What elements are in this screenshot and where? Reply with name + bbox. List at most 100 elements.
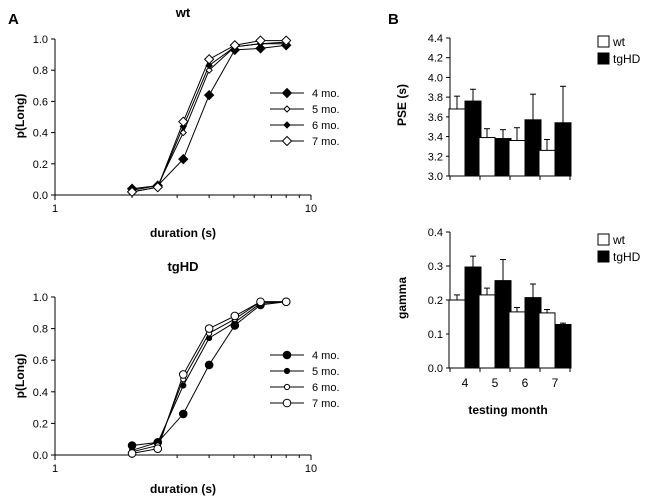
chart-wt-xlabel: duration (s) xyxy=(150,226,216,240)
c2-bar xyxy=(508,140,526,177)
c1-data-point xyxy=(230,311,240,321)
c1-legend-label: 4 mo. xyxy=(312,350,340,362)
c1-legend-marker xyxy=(282,398,292,408)
c3-bar xyxy=(478,294,496,369)
c2-bar xyxy=(524,119,542,177)
c0-legend-label: 7 mo. xyxy=(312,136,340,148)
chart-pse-ylabel: PSE (s) xyxy=(395,84,409,126)
c2-ytick-label: 4.4 xyxy=(428,33,443,45)
c0-data-point xyxy=(179,128,187,137)
c1-legend-label: 6 mo. xyxy=(312,382,340,394)
c3-ytick-label: 0.0 xyxy=(428,363,443,375)
c3-legend-label: wt xyxy=(612,233,626,247)
c2-ytick-label: 3.2 xyxy=(428,151,443,163)
c1-ytick-label: 0.4 xyxy=(33,387,48,399)
c2-ytick-label: 4.0 xyxy=(428,72,443,84)
c1-series-line xyxy=(132,301,287,446)
c1-legend-label: 7 mo. xyxy=(312,398,340,410)
c1-series-line xyxy=(131,301,287,453)
c3-ytick-label: 0.4 xyxy=(428,227,443,239)
c0-ytick-label: 0.8 xyxy=(33,65,48,77)
c1-legend-marker xyxy=(282,350,292,360)
c0-data-point xyxy=(203,89,215,101)
c0-legend-marker xyxy=(281,135,293,147)
c2-ytick-label: 4.2 xyxy=(428,53,443,65)
c0-legend-marker xyxy=(281,87,293,99)
c1-ytick-label: 0.0 xyxy=(33,450,48,462)
c1-xtick-label: 10 xyxy=(305,463,317,475)
c1-data-point xyxy=(204,324,214,333)
panel-b-label: B xyxy=(388,11,399,28)
c0-legend-marker xyxy=(283,105,291,113)
c0-data-point xyxy=(178,153,189,165)
c0-ytick-label: 0.2 xyxy=(33,159,48,171)
c3-ytick-label: 0.3 xyxy=(428,261,443,273)
c2-ytick-label: 3.0 xyxy=(428,171,443,183)
c3-xtick-label: 4 xyxy=(462,376,469,390)
c0-ytick-label: 0.0 xyxy=(33,190,48,202)
c0-xtick-label: 1 xyxy=(52,203,58,215)
c1-data-point xyxy=(127,449,137,458)
c0-legend-label: 6 mo. xyxy=(312,120,340,132)
c0-data-point xyxy=(280,35,292,46)
c0-data-point xyxy=(229,40,241,51)
panel-a-label: A xyxy=(8,11,19,28)
c0-data-point xyxy=(152,181,163,193)
c0-legend-label: 5 mo. xyxy=(312,104,340,116)
chart-gamma-xlabel: testing month xyxy=(468,403,547,417)
c1-data-point xyxy=(180,382,187,389)
c2-legend-swatch xyxy=(597,35,610,48)
c2-bar xyxy=(538,149,556,177)
c2-ytick-label: 3.8 xyxy=(428,92,443,104)
c0-data-point xyxy=(205,61,213,70)
c3-xtick-label: 6 xyxy=(522,376,529,390)
chart-gamma-ylabel: gamma xyxy=(395,277,409,319)
c3-xtick-label: 5 xyxy=(492,376,499,390)
c3-ytick-label: 0.1 xyxy=(428,329,443,341)
chart-tghd-ylabel: p(Long) xyxy=(13,354,27,399)
chart-wt: wt p(Long) duration (s) 0.0 0.2 0.4 0.6 0.8 1… xyxy=(13,5,340,240)
chart-tghd-title: tgHD xyxy=(167,259,198,274)
c1-ytick-label: 0.2 xyxy=(33,418,48,430)
c3-legend-swatch xyxy=(597,233,610,246)
c1-legend-marker xyxy=(283,383,291,391)
c2-bar xyxy=(554,122,572,177)
c1-legend-marker xyxy=(283,367,291,375)
chart-gamma: gamma testing month 0.0 0.1 0.2 0.3 0.4 4 5 6 7 w… xyxy=(395,227,641,417)
c3-bar xyxy=(448,299,466,369)
c1-data-point xyxy=(153,444,163,453)
c3-xtick-label: 7 xyxy=(552,376,559,390)
c2-ytick-label: 3.4 xyxy=(428,132,443,144)
c1-data-point xyxy=(178,409,188,419)
c1-data-point xyxy=(256,297,265,307)
c1-data-point xyxy=(281,297,291,307)
c2-bar xyxy=(478,137,496,177)
c3-ytick-label: 0.2 xyxy=(428,295,443,307)
c2-legend-swatch xyxy=(597,52,610,65)
c2-legend-label: tgHD xyxy=(613,52,641,66)
c0-legend-label: 4 mo. xyxy=(312,88,340,100)
chart-pse: PSE (s) 3.0 3.2 3.4 3.6 3.8 4.0 4.2 4.4 wt tgHD xyxy=(395,33,641,183)
c1-data-point xyxy=(178,370,188,379)
c3-legend-swatch xyxy=(597,250,610,263)
chart-tghd: tgHD p(Long) duration (s) 0.0 0.2 0.4 0.6 0.… xyxy=(13,259,340,496)
chart-wt-ylabel: p(Long) xyxy=(13,94,27,139)
c0-data-point xyxy=(126,186,138,198)
c0-data-point xyxy=(255,43,266,54)
c1-ytick-label: 0.8 xyxy=(33,324,48,336)
c1-ytick-label: 0.6 xyxy=(33,355,48,367)
c3-bar xyxy=(538,312,556,369)
c0-data-point xyxy=(178,116,189,127)
c3-bar xyxy=(508,311,526,369)
c0-data-point xyxy=(255,35,266,46)
chart-wt-title: wt xyxy=(175,5,191,20)
c3-bar xyxy=(554,323,572,369)
c1-xtick-label: 1 xyxy=(52,463,58,475)
c0-ytick-label: 0.4 xyxy=(33,128,48,140)
c2-legend-label: wt xyxy=(612,35,626,49)
c1-legend-label: 5 mo. xyxy=(312,366,340,378)
c2-bar xyxy=(448,108,466,177)
c0-data-point xyxy=(205,66,213,74)
c2-ytick-label: 3.6 xyxy=(428,112,443,124)
